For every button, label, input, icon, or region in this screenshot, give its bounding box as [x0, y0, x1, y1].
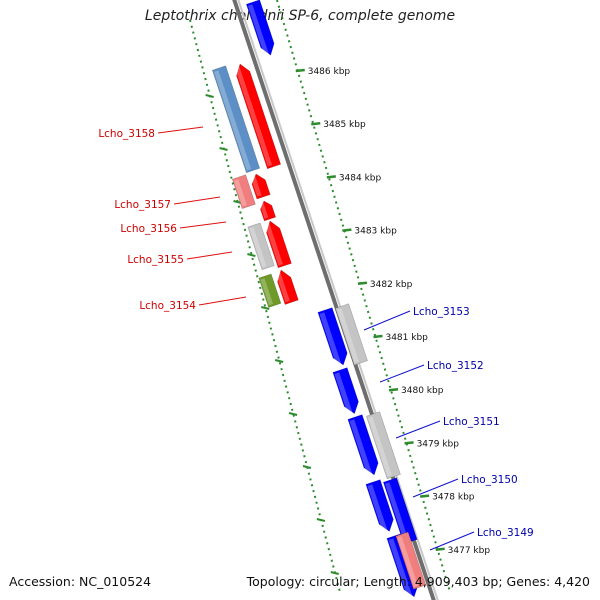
leader-line — [395, 420, 441, 439]
topology-text: Topology: circular; Length: 4,909,403 bp… — [246, 574, 590, 589]
leader-line — [179, 221, 227, 229]
left-tick — [205, 94, 214, 98]
gene-label: Lcho_3153 — [413, 306, 470, 318]
cds-reverse — [365, 479, 394, 532]
gene-block — [211, 65, 261, 174]
gene-block — [231, 174, 256, 210]
leader-line — [379, 364, 425, 383]
backbone-highlight — [237, 0, 439, 600]
gene-block — [334, 303, 368, 366]
scale-tick — [357, 281, 368, 286]
left-tick — [247, 253, 256, 257]
left-boundary-dots — [189, 19, 341, 593]
scale-tick — [404, 441, 414, 445]
scale-tick — [435, 547, 445, 552]
cds-forward — [234, 63, 282, 170]
scale-tick — [419, 494, 430, 498]
scale-tick-label: 3480 kbp — [401, 386, 444, 396]
leader-line — [157, 126, 204, 134]
cds-reverse — [347, 414, 379, 476]
gene-label: Lcho_3152 — [427, 360, 484, 372]
scale-tick-label: 3486 kbp — [308, 67, 351, 77]
scale-tick — [295, 68, 305, 73]
left-tick — [330, 571, 339, 575]
accession-text: Accession: NC_010524 — [9, 574, 152, 589]
scale-tick-label: 3484 kbp — [339, 173, 382, 183]
leader-line — [186, 251, 233, 260]
gene-label: Lcho_3154 — [139, 300, 196, 312]
left-tick — [261, 306, 270, 310]
scale-tick — [311, 121, 321, 126]
cds-forward — [259, 200, 277, 222]
gene-label: Lcho_3149 — [477, 527, 534, 539]
leader-line — [198, 296, 247, 306]
scale-tick-label: 3485 kbp — [323, 120, 366, 130]
cds-forward — [250, 173, 271, 200]
gene-block — [365, 411, 401, 480]
cds-reverse — [386, 533, 419, 598]
leader-line — [363, 310, 411, 331]
gene-label: Lcho_3158 — [98, 128, 155, 140]
scale-tick — [388, 387, 399, 392]
scale-tick — [373, 334, 383, 339]
gene-block — [258, 273, 282, 308]
map-title: Leptothrix cholodnii SP-6, complete geno… — [144, 8, 456, 24]
left-tick — [302, 465, 312, 469]
cds-reverse — [332, 367, 359, 415]
scale-tick-label: 3482 kbp — [370, 280, 413, 290]
left-tick — [274, 359, 284, 363]
cds-forward — [275, 269, 299, 305]
scale-tick-label: 3483 kbp — [354, 227, 397, 237]
scale-tick — [326, 175, 336, 179]
gene-block — [247, 222, 275, 271]
cds-reverse — [317, 307, 348, 366]
gene-label: Lcho_3150 — [461, 474, 518, 486]
left-tick — [288, 412, 298, 416]
scale-tick-label: 3479 kbp — [417, 439, 460, 449]
scale-tick-label: 3481 kbp — [385, 333, 428, 343]
leader-line — [173, 196, 221, 205]
cds-reverse — [382, 477, 418, 545]
gene-label: Lcho_3151 — [443, 416, 500, 428]
gene-label: Lcho_3155 — [127, 254, 184, 266]
scale-tick — [342, 228, 352, 232]
leader-line — [412, 478, 459, 498]
cds-forward — [264, 220, 292, 269]
right-boundary-dots — [276, 0, 451, 593]
gene-label: Lcho_3156 — [120, 223, 177, 235]
leader-line — [429, 531, 475, 551]
left-tick — [316, 518, 326, 522]
cds-reverse — [245, 0, 275, 56]
gene-label: Lcho_3157 — [114, 199, 171, 211]
left-tick — [233, 200, 242, 204]
scale-tick-label: 3478 kbp — [432, 493, 475, 503]
scale-tick-label: 3477 kbp — [448, 546, 491, 556]
left-tick — [219, 147, 228, 151]
gene-block — [395, 531, 427, 590]
